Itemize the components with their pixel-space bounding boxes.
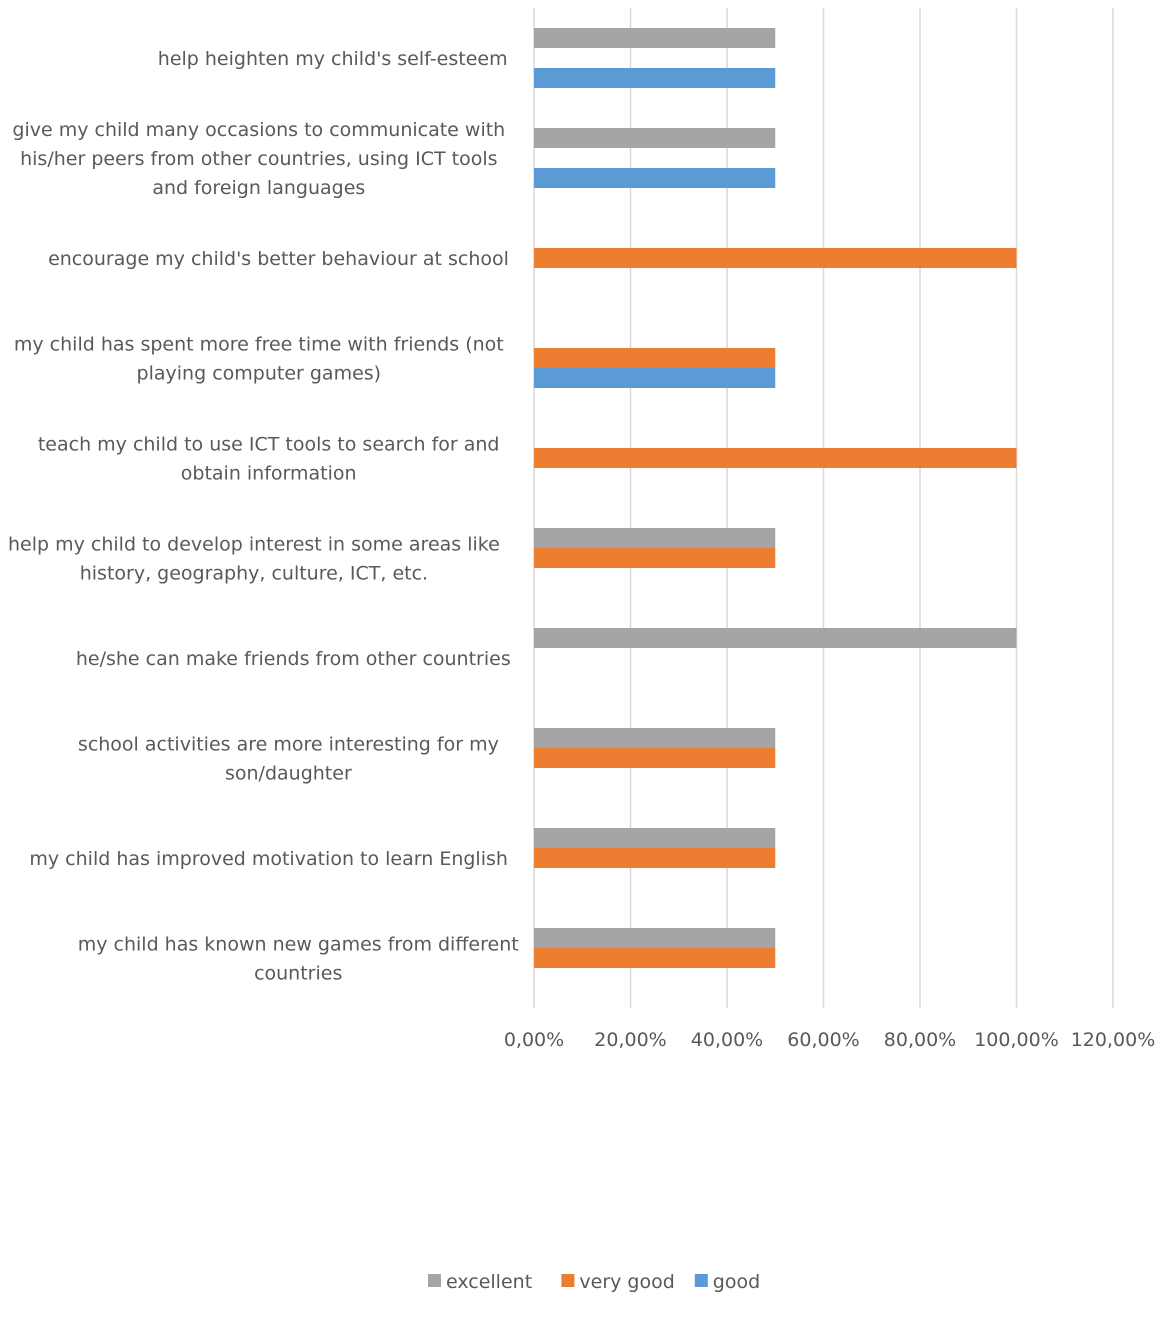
category-label-line: my child has spent more free time with f… <box>14 334 504 356</box>
x-tick-label: 60,00% <box>787 1029 859 1051</box>
bar-excellent <box>534 628 1017 648</box>
bar-good <box>534 168 776 188</box>
bar-excellent <box>534 528 776 548</box>
bar-excellent <box>534 828 776 848</box>
bars <box>534 28 1017 968</box>
category-label-line: encourage my child's better behaviour at… <box>48 248 509 270</box>
x-axis-tick-labels: 0,00% 20,00% 40,00% 60,00% 80,00% 100,00% 120,… <box>504 1029 1155 1051</box>
category-label-line: he/she can make friends from other count… <box>76 648 511 670</box>
category-label-line: and foreign languages <box>152 177 365 199</box>
legend-label: good <box>713 1271 760 1293</box>
bar-very-good <box>534 348 776 368</box>
category-label: teach my child to use ICT tools to searc… <box>38 434 500 485</box>
category-label-line: countries <box>254 963 342 985</box>
category-label-line: school activities are more interesting f… <box>78 734 499 756</box>
category-label-line: teach my child to use ICT tools to searc… <box>38 434 500 456</box>
x-tick-label: 100,00% <box>974 1029 1059 1051</box>
category-labels: help heighten my child's self-esteem give… <box>8 48 519 985</box>
x-tick-label: 20,00% <box>594 1029 666 1051</box>
bar-very-good <box>534 248 1017 268</box>
legend: excellent very good good <box>428 1271 760 1293</box>
category-label: help heighten my child's self-esteem <box>158 48 508 70</box>
category-label: my child has known new games from differ… <box>78 934 519 985</box>
category-label: give my child many occasions to communic… <box>12 119 505 199</box>
category-label-line: give my child many occasions to communic… <box>12 119 505 141</box>
category-label: my child has spent more free time with f… <box>14 334 504 385</box>
category-label-line: help heighten my child's self-esteem <box>158 48 508 70</box>
legend-label: excellent <box>446 1271 532 1293</box>
category-label-line: history, geography, culture, ICT, etc. <box>80 563 428 585</box>
bar-excellent <box>534 928 776 948</box>
legend-label: very good <box>579 1271 674 1293</box>
bar-good <box>534 368 776 388</box>
category-label-line: my child has known new games from differ… <box>78 934 519 956</box>
category-label: encourage my child's better behaviour at… <box>48 248 509 270</box>
bar-excellent <box>534 728 776 748</box>
category-label: help my child to develop interest in som… <box>8 534 500 585</box>
legend-swatch-very-good <box>561 1274 575 1287</box>
bar-very-good <box>534 748 776 768</box>
bar-good <box>534 68 776 88</box>
bar-very-good <box>534 448 1017 468</box>
category-label-line: my child has improved motivation to lear… <box>29 848 508 870</box>
bar-very-good <box>534 848 776 868</box>
x-tick-label: 0,00% <box>504 1029 564 1051</box>
category-label: my child has improved motivation to lear… <box>29 848 508 870</box>
bar-excellent <box>534 28 776 48</box>
category-label: he/she can make friends from other count… <box>76 648 511 670</box>
category-label-line: help my child to develop interest in som… <box>8 534 500 556</box>
bar-very-good <box>534 948 776 968</box>
legend-swatch-excellent <box>428 1274 441 1287</box>
category-label-line: playing computer games) <box>137 363 382 385</box>
category-label-line: son/daughter <box>225 763 352 785</box>
category-label-line: obtain information <box>181 463 357 485</box>
x-tick-label: 80,00% <box>884 1029 956 1051</box>
x-tick-label: 120,00% <box>1071 1029 1156 1051</box>
bar-excellent <box>534 128 776 148</box>
legend-swatch-good <box>694 1274 708 1287</box>
x-tick-label: 40,00% <box>691 1029 763 1051</box>
category-label: school activities are more interesting f… <box>78 734 499 785</box>
bar-very-good <box>534 548 776 568</box>
category-label-line: his/her peers from other countries, usin… <box>20 148 497 170</box>
